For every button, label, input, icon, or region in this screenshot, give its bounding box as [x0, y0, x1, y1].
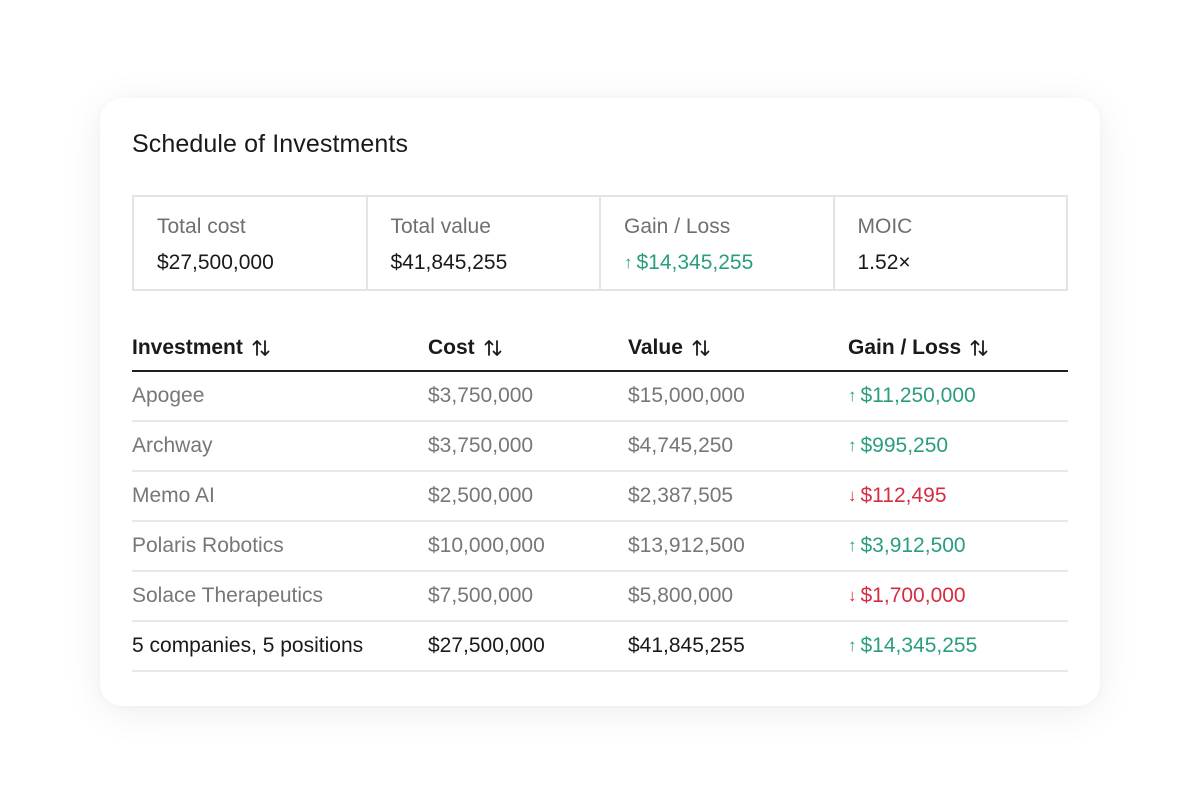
card-title: Schedule of Investments [132, 130, 409, 158]
summary-total-value: Total value $41,845,255 [368, 197, 601, 289]
sort-arrows-icon[interactable] [970, 338, 988, 358]
table-row[interactable]: Polaris Robotics $10,000,000 $13,912,500… [132, 522, 1068, 572]
table-row[interactable]: Memo AI $2,500,000 $2,387,505 ↓ $112,495 [132, 472, 1068, 522]
sort-arrows-icon[interactable] [692, 338, 710, 358]
column-header-label: Cost [428, 336, 475, 359]
cell-cost: $27,500,000 [428, 634, 545, 657]
cell-value: $5,800,000 [628, 584, 734, 607]
cell-value: $4,745,250 [628, 434, 734, 457]
sort-arrows-icon[interactable] [484, 338, 502, 358]
arrow-down-icon: ↓ [848, 486, 857, 505]
cell-gain-value: $11,250,000 [860, 384, 976, 407]
cell-gain-value: $995,250 [860, 434, 949, 457]
table-row[interactable]: Solace Therapeutics $7,500,000 $5,800,00… [132, 572, 1068, 622]
summary-label: MOIC [857, 215, 913, 238]
cell-cost: $10,000,000 [428, 534, 545, 557]
cell-cost: $2,500,000 [428, 484, 534, 507]
arrow-up-icon: ↑ [624, 253, 633, 272]
summary-value: $14,345,255 [636, 251, 754, 274]
investments-table: Investment Cost Value Gain / Loss [132, 326, 1068, 672]
cell-gain-value: $1,700,000 [860, 584, 966, 607]
cell-gain-value: $112,495 [860, 484, 947, 507]
summary-value-wrap: ↑ $14,345,255 [624, 250, 833, 277]
cell-gain-value: $14,345,255 [860, 634, 978, 657]
cell-cost: $3,750,000 [428, 434, 534, 457]
summary-moic: MOIC 1.52× [835, 197, 1067, 289]
cell-investment: Archway [132, 434, 213, 457]
column-header-label: Gain / Loss [848, 336, 962, 359]
cell-investment: Apogee [132, 384, 205, 407]
column-header-label: Investment [132, 336, 243, 359]
cell-value: $13,912,500 [628, 534, 745, 557]
column-header-label: Value [628, 336, 683, 359]
arrow-down-icon: ↓ [848, 586, 857, 605]
cell-investment: Polaris Robotics [132, 534, 284, 557]
table-total-row: 5 companies, 5 positions $27,500,000 $41… [132, 622, 1068, 672]
summary-total-cost: Total cost $27,500,000 [134, 197, 368, 289]
table-row[interactable]: Archway $3,750,000 $4,745,250 ↑ $995,250 [132, 422, 1068, 472]
cell-gain-loss: ↑ $3,912,500 [848, 534, 1068, 558]
summary-label: Total cost [157, 215, 246, 238]
summary-value: $41,845,255 [390, 251, 508, 274]
cell-gain-loss: ↓ $1,700,000 [848, 584, 1068, 608]
column-header-cost[interactable]: Cost [428, 336, 628, 360]
table-header: Investment Cost Value Gain / Loss [132, 326, 1068, 372]
column-header-gain-loss[interactable]: Gain / Loss [848, 336, 1068, 360]
arrow-up-icon: ↑ [848, 636, 857, 655]
summary-value: 1.52× [857, 251, 911, 274]
cell-value: $2,387,505 [628, 484, 734, 507]
cell-gain-loss: ↑ $11,250,000 [848, 384, 1068, 408]
cell-investment: 5 companies, 5 positions [132, 634, 364, 657]
arrow-up-icon: ↑ [848, 536, 857, 555]
investments-card: Schedule of Investments Total cost $27,5… [100, 98, 1100, 706]
column-header-value[interactable]: Value [628, 336, 848, 360]
summary-label: Total value [390, 215, 491, 238]
summary-gain-loss: Gain / Loss ↑ $14,345,255 [601, 197, 835, 289]
arrow-up-icon: ↑ [848, 436, 857, 455]
cell-cost: $7,500,000 [428, 584, 534, 607]
sort-arrows-icon[interactable] [252, 338, 270, 358]
cell-investment: Memo AI [132, 484, 215, 507]
table-row[interactable]: Apogee $3,750,000 $15,000,000 ↑ $11,250,0… [132, 372, 1068, 422]
cell-investment: Solace Therapeutics [132, 584, 324, 607]
cell-value: $41,845,255 [628, 634, 745, 657]
cell-gain-value: $3,912,500 [860, 534, 966, 557]
cell-gain-loss: ↑ $995,250 [848, 434, 1068, 458]
arrow-up-icon: ↑ [848, 386, 857, 405]
cell-gain-loss: ↓ $112,495 [848, 484, 1068, 508]
cell-value: $15,000,000 [628, 384, 745, 407]
column-header-investment[interactable]: Investment [132, 336, 428, 360]
cell-cost: $3,750,000 [428, 384, 534, 407]
cell-gain-loss: ↑ $14,345,255 [848, 634, 1068, 658]
summary-value: $27,500,000 [157, 251, 274, 274]
summary-stats: Total cost $27,500,000 Total value $41,8… [132, 195, 1068, 291]
summary-label: Gain / Loss [624, 215, 731, 238]
